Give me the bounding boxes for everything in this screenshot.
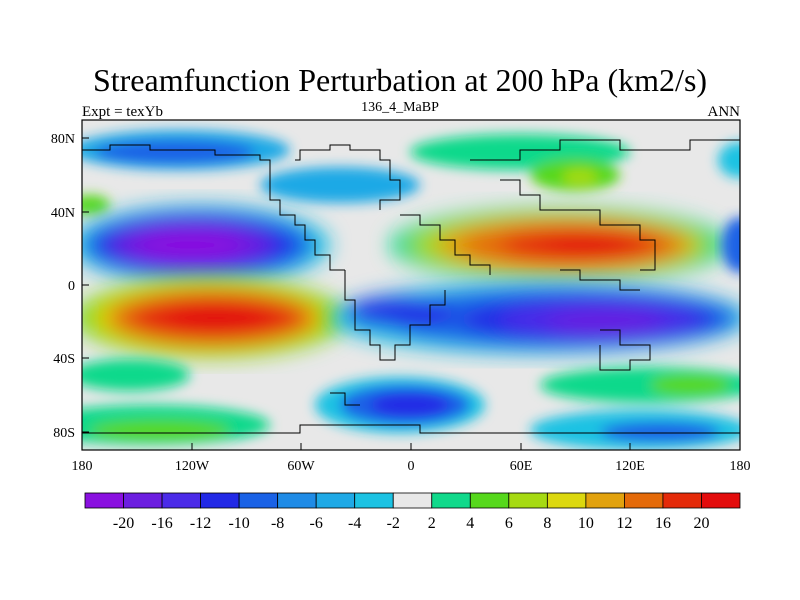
colorbar-swatch — [662, 492, 702, 509]
colorbar-swatch — [585, 492, 625, 509]
colorbar-swatch — [123, 492, 163, 509]
y-tick-label: 80N — [51, 132, 75, 147]
colorbar-swatch — [200, 492, 240, 509]
colorbar-swatch — [84, 492, 124, 509]
colorbar-label: -6 — [310, 515, 323, 532]
x-tick-label: 120E — [615, 459, 645, 474]
x-tick-label: 0 — [408, 459, 415, 474]
colorbar-swatch — [315, 492, 356, 509]
x-tick-label: 180 — [730, 459, 751, 474]
colorbar-swatch — [238, 492, 279, 509]
chart-title: Streamfunction Perturbation at 200 hPa (… — [92, 62, 708, 98]
x-tick-label: 120W — [175, 459, 210, 474]
colorbar-label: 10 — [578, 515, 594, 532]
colorbar-swatch — [624, 492, 664, 509]
experiment-label: Expt = texYb — [82, 104, 163, 120]
colorbar-label: 20 — [693, 515, 709, 532]
colorbar-swatch — [508, 492, 548, 509]
axis-ticks — [81, 137, 741, 450]
colorbar-label: -12 — [190, 515, 211, 532]
colorbar-label: 6 — [505, 515, 513, 532]
colorbar-label: -2 — [387, 515, 400, 532]
colorbar-label: 12 — [616, 515, 632, 532]
y-tick-label: 40N — [51, 206, 75, 221]
colorbar-swatch — [354, 492, 394, 509]
colorbar-label: 2 — [428, 515, 436, 532]
y-tick-label: 80S — [53, 426, 75, 441]
colorbar-swatch — [431, 492, 471, 509]
colorbar-swatch — [392, 492, 433, 509]
colorbar-label: 4 — [466, 515, 474, 532]
colorbar-label: -8 — [271, 515, 284, 532]
coastlines — [82, 139, 740, 434]
colorbar: -20 -16 -12 -10 -8 -6 -4 -2 2 4 6 8 10 12 16 20 — [84, 492, 741, 532]
colorbar-swatch — [701, 492, 741, 509]
run-label: 136_4_MaBP — [361, 100, 439, 115]
x-axis-labels: 180 120W 60W 0 60E 120E 180 — [72, 459, 751, 474]
colorbar-swatch — [277, 492, 317, 509]
season-label: ANN — [707, 104, 741, 120]
x-tick-label: 60E — [510, 459, 533, 474]
colorbar-swatch — [469, 492, 510, 509]
y-axis-labels: 80N 40N 0 40S 80S — [51, 132, 75, 441]
colorbar-label: -20 — [113, 515, 134, 532]
colorbar-label: -16 — [151, 515, 172, 532]
y-tick-label: 0 — [68, 279, 75, 294]
streamfunction-field — [82, 120, 740, 450]
x-tick-label: 60W — [287, 459, 315, 474]
x-tick-label: 180 — [72, 459, 93, 474]
colorbar-label: 8 — [543, 515, 551, 532]
colorbar-label: 16 — [655, 515, 671, 532]
colorbar-swatch — [546, 492, 587, 509]
colorbar-swatch — [161, 492, 201, 509]
y-tick-label: 40S — [53, 352, 75, 367]
colorbar-label: -4 — [348, 515, 361, 532]
colorbar-label: -10 — [228, 515, 249, 532]
